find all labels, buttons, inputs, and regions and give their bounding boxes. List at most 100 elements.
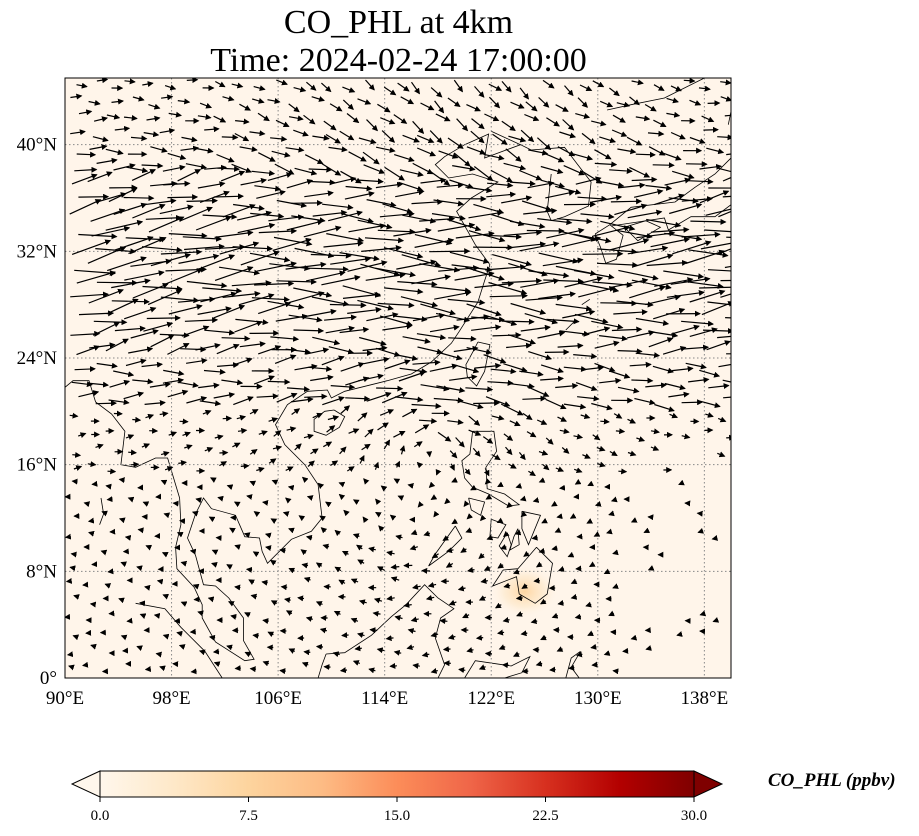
wind-arrow [685, 362, 707, 370]
wind-arrow [237, 427, 248, 434]
wind-arrow [285, 348, 311, 355]
wind-arrow [400, 96, 415, 105]
wind-arrow [600, 418, 610, 425]
wind-arrow [400, 296, 439, 308]
wind-arrow [525, 101, 538, 112]
wind-arrow [591, 120, 607, 127]
wind-arrow [491, 454, 501, 461]
coastline-segment [498, 532, 512, 558]
wind-arrow [509, 420, 521, 427]
wind-arrow [470, 130, 485, 144]
wind-arrow [703, 126, 719, 133]
wind-arrow [327, 415, 340, 421]
wind-arrow [473, 400, 501, 407]
wind-arrow [176, 531, 184, 538]
wind-arrow [342, 86, 356, 93]
wind-arrow [497, 562, 505, 569]
wind-arrow [203, 368, 226, 375]
wind-arrow [522, 395, 547, 402]
wind-arrow [253, 85, 266, 92]
wind-arrow [234, 584, 241, 591]
wind-arrow [599, 377, 622, 384]
wind-arrow [501, 277, 543, 284]
wind-arrow [386, 595, 395, 602]
wind-arrow [330, 176, 357, 185]
colorbar-under-extend [70, 770, 101, 798]
wind-arrow [412, 583, 421, 590]
wind-arrow [622, 647, 629, 654]
wind-arrow [226, 644, 233, 651]
wind-arrow [471, 118, 485, 130]
wind-arrow [105, 219, 144, 231]
wind-arrow [524, 313, 559, 325]
wind-arrow [231, 280, 272, 287]
wind-arrow [484, 650, 493, 657]
wind-arrow [663, 270, 705, 280]
wind-arrow [294, 443, 302, 451]
coastline-segment [317, 653, 327, 678]
wind-arrow [167, 194, 199, 201]
wind-arrow [267, 378, 291, 385]
wind-arrow [240, 463, 250, 470]
wind-arrow [70, 330, 101, 337]
wind-arrow [670, 131, 686, 140]
wind-arrow [384, 166, 405, 181]
wind-arrow [369, 627, 378, 634]
wind-arrow [298, 515, 306, 522]
wind-arrow [597, 248, 638, 255]
wind-arrow [270, 335, 300, 342]
wind-arrow [269, 559, 277, 566]
wind-arrow [258, 430, 268, 436]
wind-arrow [186, 197, 218, 204]
wind-arrow [438, 351, 463, 361]
wind-arrow [307, 266, 349, 273]
wind-arrow [519, 169, 543, 181]
wind-arrow [543, 278, 584, 285]
wind-arrow [606, 528, 613, 535]
wind-arrow [159, 128, 176, 134]
wind-arrow [240, 250, 280, 266]
wind-arrow [150, 334, 175, 348]
wind-arrow [358, 599, 367, 606]
wind-arrow [557, 146, 576, 157]
wind-arrow [124, 534, 132, 541]
wind-arrow [442, 535, 450, 541]
wind-arrow [608, 370, 631, 379]
wind-arrow [570, 593, 578, 600]
wind-arrow [216, 153, 235, 163]
wind-arrow [483, 153, 505, 161]
wind-arrow [124, 306, 157, 320]
wind-arrow [429, 363, 458, 372]
title-line-species: CO_PHL at 4km [283, 4, 514, 41]
wind-arrow [239, 341, 266, 348]
wind-arrow [212, 648, 220, 655]
wind-arrow [420, 102, 435, 111]
wind-arrow [148, 103, 161, 110]
wind-arrow [285, 146, 305, 153]
wind-arrow [375, 181, 404, 189]
wind-arrow [325, 325, 355, 334]
wind-arrow [551, 545, 558, 552]
wind-arrow [603, 650, 611, 656]
wind-arrow [130, 461, 140, 468]
wind-arrow [699, 190, 730, 204]
wind-arrow [429, 170, 451, 186]
wind-arrow [599, 100, 614, 108]
wind-arrow [270, 600, 278, 606]
wind-arrow [285, 610, 293, 616]
wind-arrow [358, 178, 384, 185]
wind-arrow [448, 335, 477, 342]
wind-arrow [678, 479, 685, 486]
wind-arrow [232, 245, 273, 252]
wind-arrow [245, 566, 253, 573]
wind-arrow [390, 576, 400, 583]
wind-arrow [492, 133, 508, 145]
wind-arrow [253, 375, 275, 385]
colorbar-gradient [100, 771, 694, 797]
wind-arrow [303, 225, 342, 238]
wind-arrow [648, 337, 674, 348]
wind-arrow [614, 203, 648, 216]
wind-arrow [357, 412, 368, 422]
wind-arrow [702, 328, 731, 335]
wind-arrow [492, 254, 532, 267]
